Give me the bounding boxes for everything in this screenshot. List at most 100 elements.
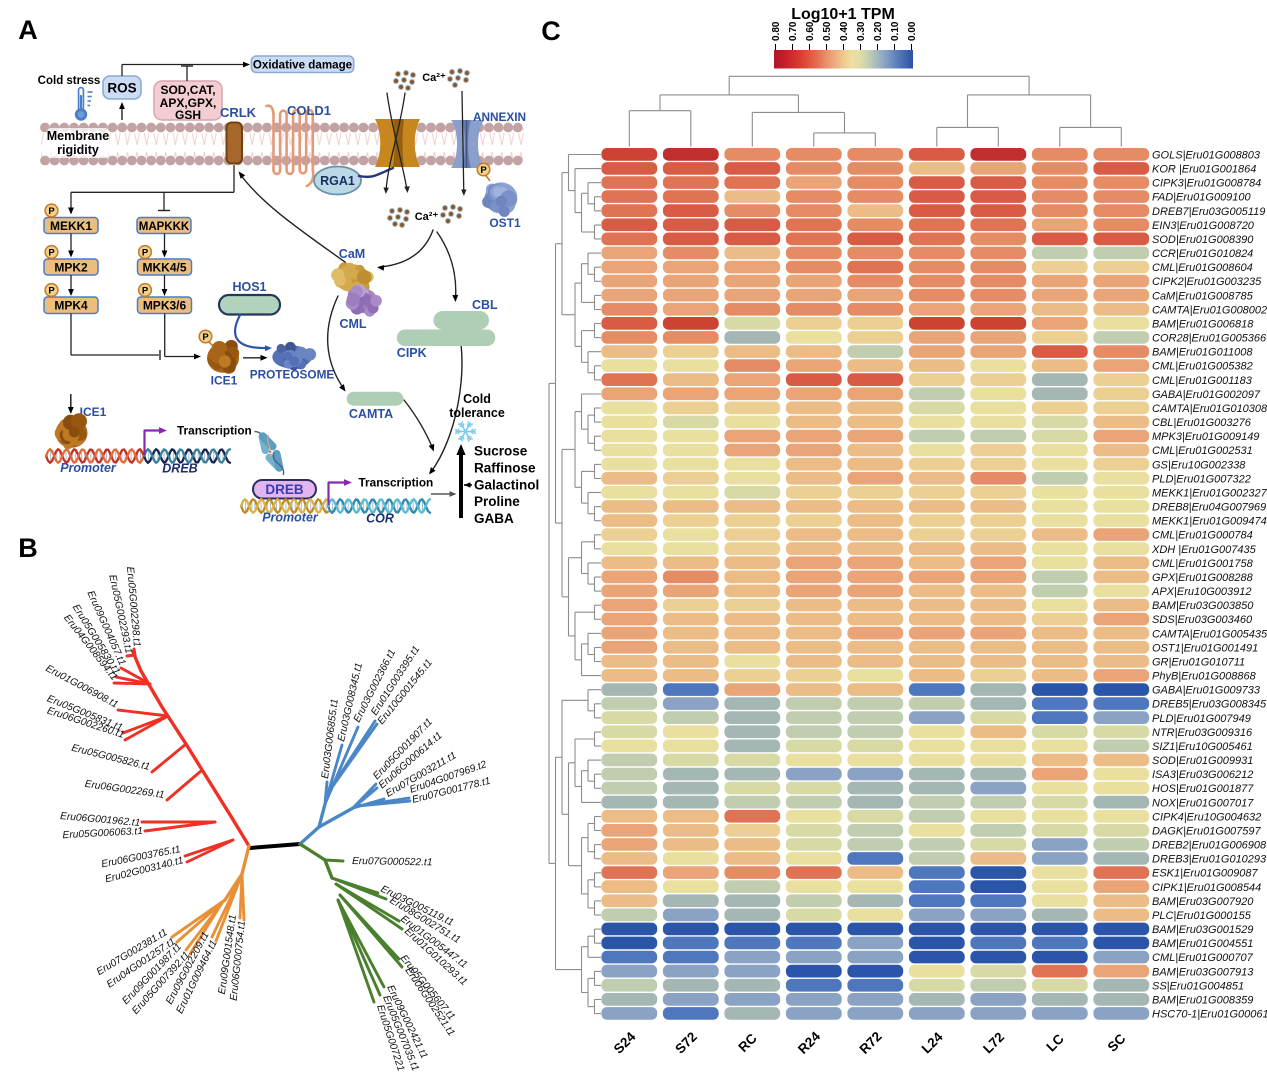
svg-text:Eru07G000522.t1: Eru07G000522.t1 [352, 856, 433, 868]
svg-text:EIN3|Eru01G008720: EIN3|Eru01G008720 [1152, 220, 1255, 232]
svg-text:0.70: 0.70 [788, 21, 799, 41]
svg-text:0.50: 0.50 [822, 21, 833, 41]
svg-text:APX|Eru10G003912: APX|Eru10G003912 [1151, 586, 1251, 598]
svg-text:DREB3|Eru01G010293: DREB3|Eru01G010293 [1152, 854, 1267, 866]
svg-text:CAMTA: CAMTA [349, 407, 393, 421]
svg-text:MEKK1|Eru01G002327: MEKK1|Eru01G002327 [1152, 487, 1267, 499]
svg-text:GABA|Eru01G002097: GABA|Eru01G002097 [1152, 389, 1261, 401]
svg-text:0.40: 0.40 [839, 21, 850, 41]
svg-text:DREB: DREB [162, 462, 197, 476]
svg-text:MKK4/5: MKK4/5 [142, 260, 186, 274]
svg-text:PLD|Eru01G007949: PLD|Eru01G007949 [1152, 713, 1251, 725]
svg-text:BAM|Eru01G004551: BAM|Eru01G004551 [1152, 938, 1253, 950]
svg-text:ICE1: ICE1 [80, 405, 107, 419]
svg-text:C: C [541, 16, 561, 46]
svg-text:MPK2: MPK2 [54, 260, 88, 274]
svg-text:CML|Eru01G001183: CML|Eru01G001183 [1152, 375, 1253, 387]
svg-text:ICE1: ICE1 [211, 374, 238, 388]
svg-text:0.60: 0.60 [805, 21, 816, 41]
svg-text:Cold stress: Cold stress [38, 75, 101, 87]
svg-text:CCR|Eru01G010824: CCR|Eru01G010824 [1152, 248, 1253, 260]
svg-text:SS|Eru01G004851: SS|Eru01G004851 [1152, 980, 1244, 992]
svg-text:Eru05G006063.t1: Eru05G006063.t1 [62, 826, 143, 841]
svg-text:CML|Eru01G000784: CML|Eru01G000784 [1152, 530, 1253, 542]
svg-text:CML|Eru01G000707: CML|Eru01G000707 [1152, 952, 1254, 964]
svg-text:CaM|Eru01G008785: CaM|Eru01G008785 [1152, 290, 1254, 302]
svg-text:Proline: Proline [474, 494, 520, 509]
svg-text:0.20: 0.20 [873, 21, 884, 41]
svg-text:GR|Eru01G010711: GR|Eru01G010711 [1152, 656, 1245, 668]
svg-text:CML|Eru01G001758: CML|Eru01G001758 [1152, 558, 1254, 570]
svg-text:CRLK: CRLK [220, 105, 257, 120]
svg-text:HSC70-1|Eru01G000615: HSC70-1|Eru01G000615 [1152, 1009, 1267, 1021]
svg-text:COR: COR [366, 512, 394, 526]
svg-text:Ca²⁺: Ca²⁺ [415, 211, 439, 223]
svg-text:SOD|Eru01G008390: SOD|Eru01G008390 [1152, 234, 1254, 246]
svg-text:Transcription: Transcription [359, 476, 434, 490]
svg-text:P: P [48, 286, 55, 297]
svg-text:Promoter: Promoter [262, 511, 319, 525]
svg-text:Membrane: Membrane [47, 129, 110, 143]
svg-text:NTR|Eru03G009316: NTR|Eru03G009316 [1152, 727, 1253, 739]
svg-text:MAPKKK: MAPKKK [139, 221, 190, 233]
svg-text:Transcription: Transcription [177, 424, 252, 438]
svg-text:Sucrose: Sucrose [474, 444, 528, 459]
svg-text:GABA|Eru01G009733: GABA|Eru01G009733 [1152, 685, 1261, 697]
svg-text:PROTEOSOME: PROTEOSOME [250, 368, 335, 382]
svg-text:APX,GPX,: APX,GPX, [160, 96, 217, 110]
svg-text:Raffinose: Raffinose [474, 460, 536, 475]
svg-text:GS|Eru10G002338: GS|Eru10G002338 [1152, 459, 1246, 471]
svg-text:COLD1: COLD1 [287, 103, 331, 118]
svg-text:OST1: OST1 [489, 216, 521, 230]
svg-text:rigidity: rigidity [57, 143, 99, 157]
svg-text:ANNEXIN: ANNEXIN [473, 110, 526, 124]
svg-text:BAM|Eru01G011008: BAM|Eru01G011008 [1152, 347, 1253, 359]
svg-text:CAMTA|Eru01G010308: CAMTA|Eru01G010308 [1152, 403, 1267, 415]
svg-text:Oxidative damage: Oxidative damage [253, 59, 353, 72]
svg-text:P: P [48, 248, 55, 259]
svg-text:PhyB|Eru01G008868: PhyB|Eru01G008868 [1152, 671, 1257, 683]
svg-text:BAM|Eru03G007920: BAM|Eru03G007920 [1152, 896, 1254, 908]
svg-text:ROS: ROS [107, 81, 136, 96]
svg-text:MPK4: MPK4 [54, 299, 88, 313]
svg-text:P: P [142, 248, 149, 259]
svg-text:ISA3|Eru03G006212: ISA3|Eru03G006212 [1152, 769, 1253, 781]
svg-text:CIPK1|Eru01G008544: CIPK1|Eru01G008544 [1152, 882, 1261, 894]
svg-text:CIPK2|Eru01G003235: CIPK2|Eru01G003235 [1152, 276, 1262, 288]
svg-text:tolerance: tolerance [449, 406, 505, 420]
svg-text:GSH: GSH [175, 108, 201, 122]
svg-text:CAMTA|Eru01G005435: CAMTA|Eru01G005435 [1152, 628, 1267, 640]
svg-text:DREB5|Eru03G008345: DREB5|Eru03G008345 [1152, 699, 1267, 711]
svg-text:Promoter: Promoter [60, 461, 117, 475]
svg-text:CML: CML [339, 317, 366, 331]
svg-text:MEKK1: MEKK1 [50, 219, 92, 233]
svg-text:CBL: CBL [472, 298, 498, 312]
svg-text:CML|Eru01G005382: CML|Eru01G005382 [1152, 361, 1253, 373]
svg-text:FAD|Eru01G009100: FAD|Eru01G009100 [1152, 192, 1252, 204]
svg-text:HOS|Eru01G001877: HOS|Eru01G001877 [1152, 783, 1254, 795]
svg-text:B: B [18, 533, 38, 563]
svg-text:BAM|Eru01G008359: BAM|Eru01G008359 [1152, 994, 1253, 1006]
svg-text:SDS|Eru03G003460: SDS|Eru03G003460 [1152, 614, 1253, 626]
svg-text:CBL|Eru01G003276: CBL|Eru01G003276 [1152, 417, 1252, 429]
svg-text:CIPK: CIPK [397, 346, 427, 360]
svg-text:DAGK|Eru01G007597: DAGK|Eru01G007597 [1152, 825, 1262, 837]
svg-text:Log10+1 TPM: Log10+1 TPM [791, 6, 895, 23]
svg-text:Galactinol: Galactinol [474, 477, 539, 492]
svg-text:XDH |Eru01G007435: XDH |Eru01G007435 [1151, 544, 1257, 556]
svg-text:COR28|Eru01G005366: COR28|Eru01G005366 [1152, 333, 1267, 345]
svg-text:CAMTA|Eru01G008002: CAMTA|Eru01G008002 [1152, 304, 1267, 316]
svg-text:BAM|Eru03G007913: BAM|Eru03G007913 [1152, 966, 1254, 978]
svg-text:CIPK3|Eru01G008784: CIPK3|Eru01G008784 [1152, 178, 1261, 190]
svg-text:CML|Eru01G008604: CML|Eru01G008604 [1152, 262, 1253, 274]
svg-text:P: P [142, 286, 149, 297]
svg-text:GABA: GABA [474, 511, 514, 526]
svg-text:NOX|Eru01G007017: NOX|Eru01G007017 [1152, 797, 1254, 809]
svg-text:OST1|Eru01G001491: OST1|Eru01G001491 [1152, 642, 1258, 654]
svg-text:KOR |Eru01G001864: KOR |Eru01G001864 [1152, 164, 1256, 176]
svg-text:BAM|Eru03G001529: BAM|Eru03G001529 [1152, 924, 1253, 936]
svg-text:BAM|Eru03G003850: BAM|Eru03G003850 [1152, 600, 1254, 612]
svg-text:GOLS|Eru01G008803: GOLS|Eru01G008803 [1152, 149, 1261, 161]
svg-text:DREB: DREB [265, 482, 304, 497]
svg-text:PLD|Eru01G007322: PLD|Eru01G007322 [1152, 473, 1251, 485]
